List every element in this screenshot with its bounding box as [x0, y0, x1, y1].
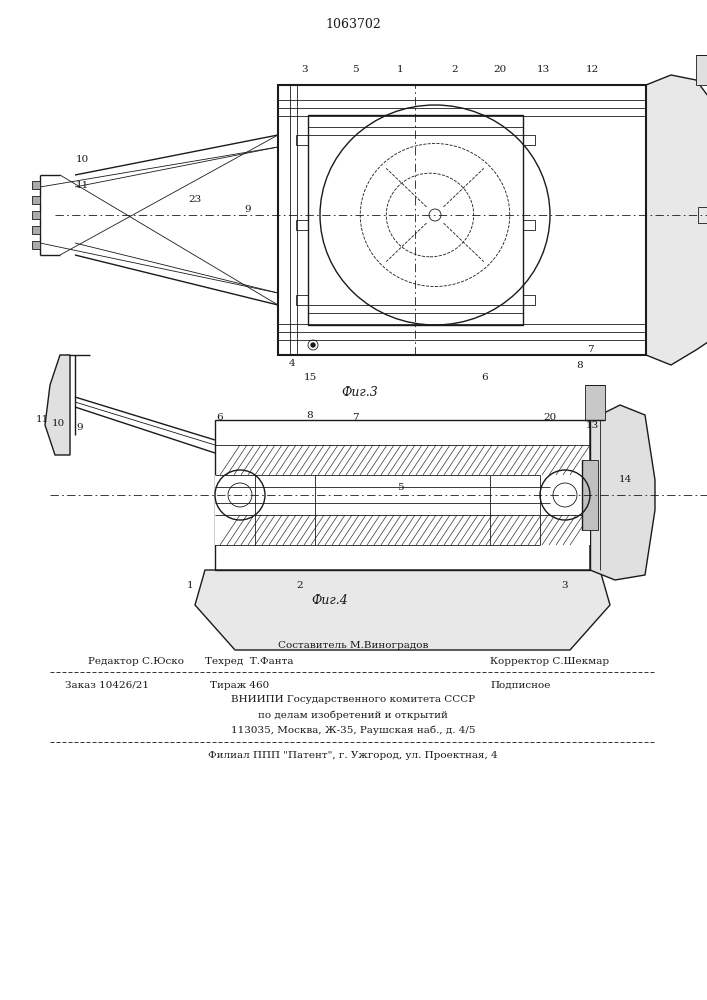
Text: Составитель М.Виноградов: Составитель М.Виноградов — [278, 641, 428, 650]
Text: 10: 10 — [52, 418, 64, 428]
Bar — [32, 211, 40, 219]
Text: Фиг.4: Фиг.4 — [312, 593, 349, 606]
Text: 5: 5 — [397, 483, 403, 491]
Polygon shape — [590, 405, 655, 580]
Bar — [215, 420, 590, 570]
Text: 20: 20 — [544, 412, 556, 422]
Text: по делам изобретений и открытий: по делам изобретений и открытий — [258, 710, 448, 720]
Bar — [698, 207, 707, 223]
Text: Корректор С.Шекмар: Корректор С.Шекмар — [490, 658, 609, 666]
Text: 3: 3 — [561, 580, 568, 589]
Text: 6: 6 — [481, 373, 489, 382]
Circle shape — [311, 343, 315, 347]
Text: 20: 20 — [493, 66, 507, 75]
Text: 7: 7 — [351, 412, 358, 422]
Text: 1: 1 — [397, 66, 403, 75]
Bar — [215, 475, 590, 545]
Text: 9: 9 — [245, 206, 251, 215]
Text: 7: 7 — [587, 346, 593, 355]
Text: 8: 8 — [577, 360, 583, 369]
Bar — [523, 220, 535, 230]
Polygon shape — [195, 570, 610, 650]
Bar — [523, 295, 535, 305]
Text: 2: 2 — [452, 66, 458, 75]
Text: 11: 11 — [76, 180, 88, 190]
Text: 1063702: 1063702 — [325, 18, 381, 31]
Text: Тираж 460: Тираж 460 — [210, 680, 269, 690]
Text: 2: 2 — [297, 580, 303, 589]
Text: ВНИИПИ Государственного комитета СССР: ВНИИПИ Государственного комитета СССР — [231, 696, 475, 704]
Text: 113035, Москва, Ж-35, Раушская наб., д. 4/5: 113035, Москва, Ж-35, Раушская наб., д. … — [230, 725, 475, 735]
Text: 13: 13 — [537, 66, 549, 75]
Text: Техред  Т.Фанта: Техред Т.Фанта — [205, 658, 293, 666]
Polygon shape — [646, 75, 707, 365]
Polygon shape — [45, 355, 70, 455]
Bar — [32, 196, 40, 204]
Bar — [582, 460, 598, 530]
Text: 1: 1 — [187, 580, 193, 589]
Bar — [308, 115, 523, 325]
Bar — [696, 55, 707, 85]
Text: 10: 10 — [76, 155, 88, 164]
Text: 14: 14 — [619, 476, 631, 485]
Text: 13: 13 — [585, 420, 599, 430]
Bar — [32, 181, 40, 189]
Text: Филиал ППП "Патент", г. Ужгород, ул. Проектная, 4: Филиал ППП "Патент", г. Ужгород, ул. Про… — [208, 750, 498, 760]
Bar — [32, 226, 40, 234]
Text: Редактор С.Юско: Редактор С.Юско — [88, 658, 184, 666]
Text: 12: 12 — [585, 66, 599, 75]
Bar — [585, 385, 605, 420]
Text: Фиг.3: Фиг.3 — [341, 385, 378, 398]
Text: 23: 23 — [188, 196, 201, 205]
Text: 3: 3 — [302, 66, 308, 75]
Bar — [32, 241, 40, 249]
Text: Подписное: Подписное — [490, 680, 550, 690]
Text: 9: 9 — [76, 424, 83, 432]
Text: 4: 4 — [288, 359, 296, 367]
Text: 5: 5 — [351, 66, 358, 75]
Text: Заказ 10426/21: Заказ 10426/21 — [65, 680, 149, 690]
Text: 11: 11 — [35, 416, 49, 424]
Bar — [296, 220, 308, 230]
Bar — [296, 135, 308, 145]
Text: 8: 8 — [307, 410, 313, 420]
Text: 6: 6 — [216, 412, 223, 422]
Bar — [278, 85, 646, 355]
Text: 15: 15 — [303, 373, 317, 382]
Bar — [523, 135, 535, 145]
Bar — [296, 295, 308, 305]
